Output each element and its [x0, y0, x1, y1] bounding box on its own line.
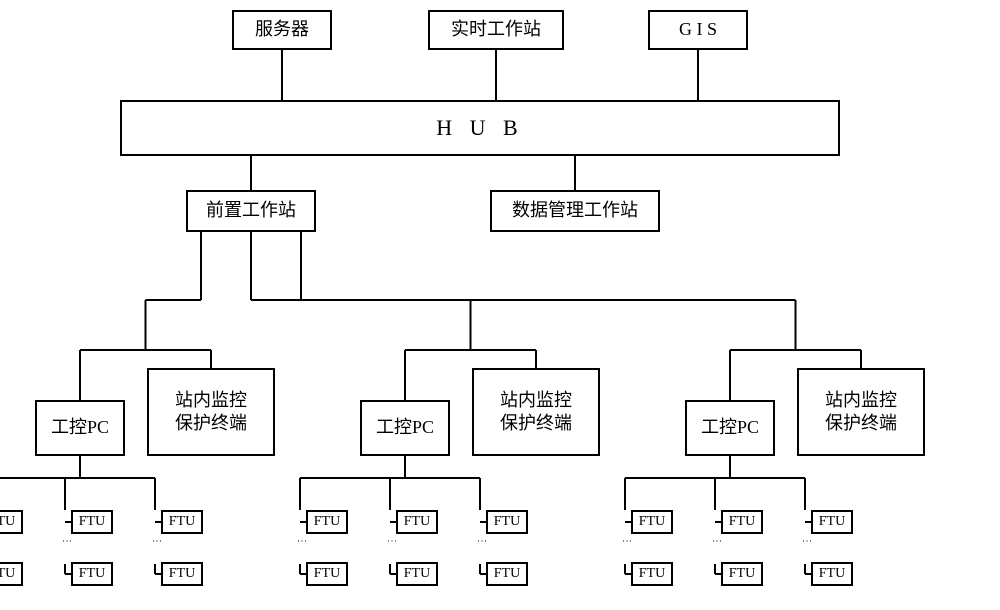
ellipsis-vertical-icon: ⋮: [61, 536, 72, 544]
label: FTU: [169, 513, 195, 531]
label: FTU: [169, 565, 195, 583]
label: 实时工作站: [451, 18, 541, 41]
label: FTU: [729, 513, 755, 531]
label: FTU: [819, 565, 845, 583]
node-ftu: FTU: [0, 562, 23, 586]
node-realtime: 实时工作站: [428, 10, 564, 50]
label: FTU: [729, 565, 755, 583]
label: FTU: [79, 565, 105, 583]
node-industrial-pc: 工控PC: [685, 400, 775, 456]
label: FTU: [404, 565, 430, 583]
label: 工控PC: [51, 416, 109, 439]
node-ftu: FTU: [811, 510, 853, 534]
label: FTU: [639, 565, 665, 583]
node-data-mgr: 数据管理工作站: [490, 190, 660, 232]
ellipsis-vertical-icon: ⋮: [386, 536, 397, 544]
label: FTU: [404, 513, 430, 531]
label: G I S: [679, 18, 717, 41]
node-ftu: FTU: [0, 510, 23, 534]
label: FTU: [0, 565, 15, 583]
node-ftu: FTU: [161, 510, 203, 534]
ellipsis-vertical-icon: ⋮: [711, 536, 722, 544]
node-ftu: FTU: [161, 562, 203, 586]
label: FTU: [79, 513, 105, 531]
node-ftu: FTU: [811, 562, 853, 586]
label: FTU: [314, 513, 340, 531]
label: FTU: [314, 565, 340, 583]
label: 工控PC: [701, 416, 759, 439]
label: 工控PC: [376, 416, 434, 439]
label: 服务器: [255, 18, 309, 41]
label: 数据管理工作站: [512, 199, 638, 222]
label: H U B: [436, 114, 523, 143]
node-ftu: FTU: [631, 562, 673, 586]
label: 站内监控 保护终端: [500, 389, 572, 436]
node-ftu: FTU: [396, 510, 438, 534]
node-ftu: FTU: [721, 510, 763, 534]
node-gis: G I S: [648, 10, 748, 50]
node-ftu: FTU: [721, 562, 763, 586]
node-front-workstation: 前置工作站: [186, 190, 316, 232]
node-ftu: FTU: [631, 510, 673, 534]
ellipsis-vertical-icon: ⋮: [621, 536, 632, 544]
node-ftu: FTU: [486, 562, 528, 586]
node-ftu: FTU: [306, 562, 348, 586]
node-server: 服务器: [232, 10, 332, 50]
node-ftu: FTU: [71, 562, 113, 586]
label: FTU: [639, 513, 665, 531]
node-industrial-pc: 工控PC: [360, 400, 450, 456]
node-industrial-pc: 工控PC: [35, 400, 125, 456]
label: 站内监控 保护终端: [825, 389, 897, 436]
node-station-monitor-terminal: 站内监控 保护终端: [472, 368, 600, 456]
node-ftu: FTU: [71, 510, 113, 534]
label: FTU: [494, 513, 520, 531]
ellipsis-vertical-icon: ⋮: [296, 536, 307, 544]
label: 站内监控 保护终端: [175, 389, 247, 436]
ellipsis-vertical-icon: ⋮: [801, 536, 812, 544]
node-ftu: FTU: [396, 562, 438, 586]
node-ftu: FTU: [306, 510, 348, 534]
node-station-monitor-terminal: 站内监控 保护终端: [147, 368, 275, 456]
ellipsis-vertical-icon: ⋮: [151, 536, 162, 544]
label: FTU: [0, 513, 15, 531]
label: FTU: [819, 513, 845, 531]
label: 前置工作站: [206, 199, 296, 222]
node-hub: H U B: [120, 100, 840, 156]
node-ftu: FTU: [486, 510, 528, 534]
node-station-monitor-terminal: 站内监控 保护终端: [797, 368, 925, 456]
ellipsis-vertical-icon: ⋮: [476, 536, 487, 544]
label: FTU: [494, 565, 520, 583]
